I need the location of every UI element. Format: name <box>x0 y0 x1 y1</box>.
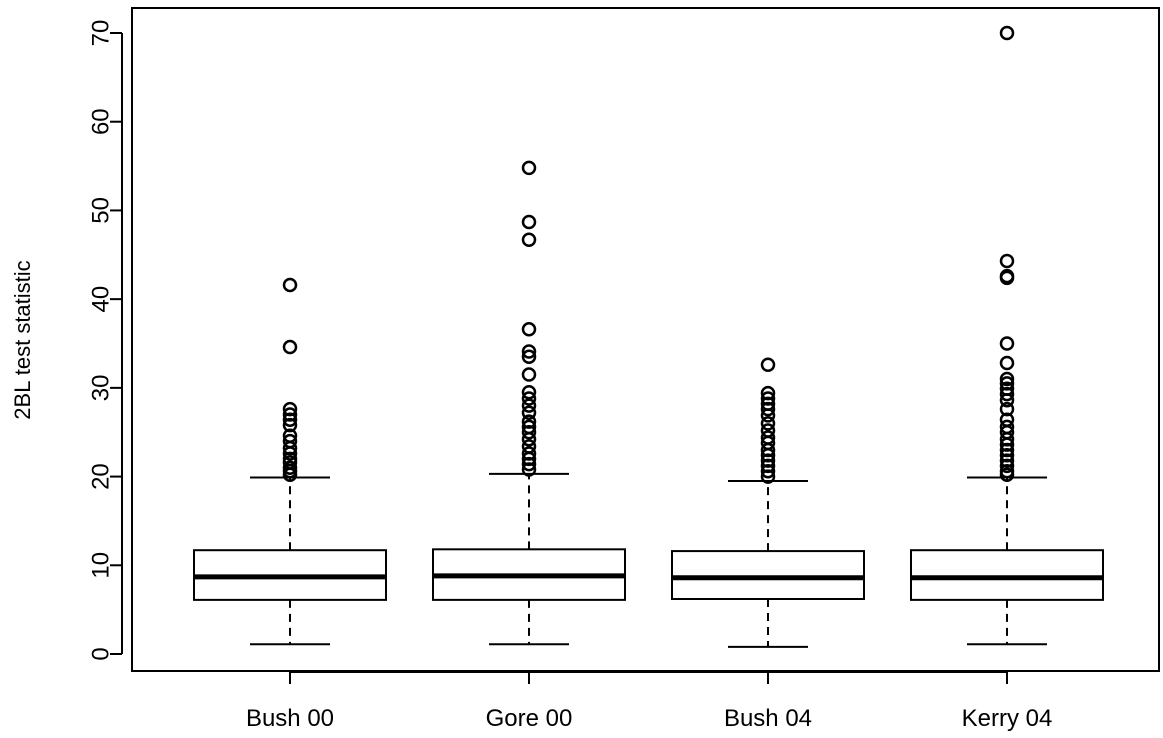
outlier-point <box>999 432 1015 447</box>
y-tick-label: 20 <box>87 463 114 490</box>
outlier-point <box>760 401 776 417</box>
y-tick-label: 50 <box>87 197 114 224</box>
outlier-point <box>999 25 1015 41</box>
x-tick-label: Bush 04 <box>724 705 812 732</box>
y-tick-label: 60 <box>87 108 114 135</box>
outlier-point <box>999 442 1015 458</box>
outlier-point <box>999 270 1015 286</box>
outlier-point <box>760 442 776 458</box>
outlier-point <box>521 446 537 461</box>
outlier-point <box>999 393 1015 408</box>
outlier-point <box>521 432 537 447</box>
outlier-point <box>282 446 298 461</box>
outlier-point <box>521 367 537 382</box>
outlier-point <box>521 451 537 467</box>
outlier-point <box>521 424 537 440</box>
outlier-point <box>521 232 537 247</box>
outlier-point <box>999 355 1015 371</box>
outlier-point <box>521 414 537 429</box>
outlier-point <box>282 339 298 355</box>
y-tick-label: 40 <box>87 286 114 313</box>
outlier-point <box>521 456 537 472</box>
outlier-point <box>521 385 537 400</box>
outlier-point <box>282 412 298 428</box>
outlier-point <box>760 469 776 484</box>
outlier-point <box>760 453 776 468</box>
boxes-group <box>193 25 1104 648</box>
outlier-point <box>282 277 298 293</box>
outlier-point <box>282 467 298 483</box>
outlier-point <box>760 391 776 406</box>
outlier-point <box>521 160 537 176</box>
outlier-point <box>999 467 1015 483</box>
outlier-point <box>760 416 776 431</box>
box-2 <box>671 357 865 648</box>
y-tick-label: 10 <box>87 552 114 579</box>
outlier-point <box>521 405 537 420</box>
outlier-point <box>999 253 1015 269</box>
outlier-point <box>999 336 1015 351</box>
outlier-point <box>282 407 298 422</box>
outlier-point <box>999 371 1015 387</box>
outlier-point <box>999 448 1015 463</box>
outlier-point <box>760 448 776 463</box>
outlier-point <box>521 462 537 477</box>
outlier-point <box>999 401 1015 417</box>
box-1 <box>432 160 626 646</box>
y-tick-label: 0 <box>87 647 114 660</box>
outlier-point <box>999 458 1015 474</box>
outlier-point <box>282 401 298 417</box>
y-tick-label: 70 <box>87 20 114 47</box>
y-tick-label: 30 <box>87 375 114 402</box>
outlier-point <box>760 458 776 474</box>
outlier-point <box>999 437 1015 452</box>
x-tick-label: Bush 00 <box>246 705 334 732</box>
outlier-point <box>760 463 776 479</box>
outlier-point <box>999 376 1015 391</box>
iqr-box <box>671 550 865 600</box>
x-axis: Bush 00 Gore 00 Bush 04 Kerry 04 <box>246 671 1053 732</box>
outlier-point <box>521 322 537 337</box>
outlier-point <box>760 357 776 373</box>
outlier-point <box>521 349 537 365</box>
x-tick-label: Gore 00 <box>486 705 573 732</box>
box-0 <box>193 277 387 646</box>
y-axis-title: 2BL test statistic <box>10 260 35 419</box>
box-3 <box>910 25 1104 646</box>
outlier-point <box>521 398 537 413</box>
outlier-point <box>999 386 1015 402</box>
iqr-box <box>910 549 1104 601</box>
outlier-point <box>521 391 537 406</box>
outlier-point <box>282 440 298 456</box>
x-tick-label: Kerry 04 <box>962 705 1053 732</box>
outlier-point <box>760 408 776 423</box>
outlier-point <box>521 214 537 230</box>
outlier-point <box>282 417 298 433</box>
outlier-point <box>760 385 776 401</box>
outlier-point <box>521 344 537 359</box>
outlier-point <box>999 453 1015 468</box>
y-axis: 0 10 20 30 40 50 60 70 <box>87 20 123 661</box>
